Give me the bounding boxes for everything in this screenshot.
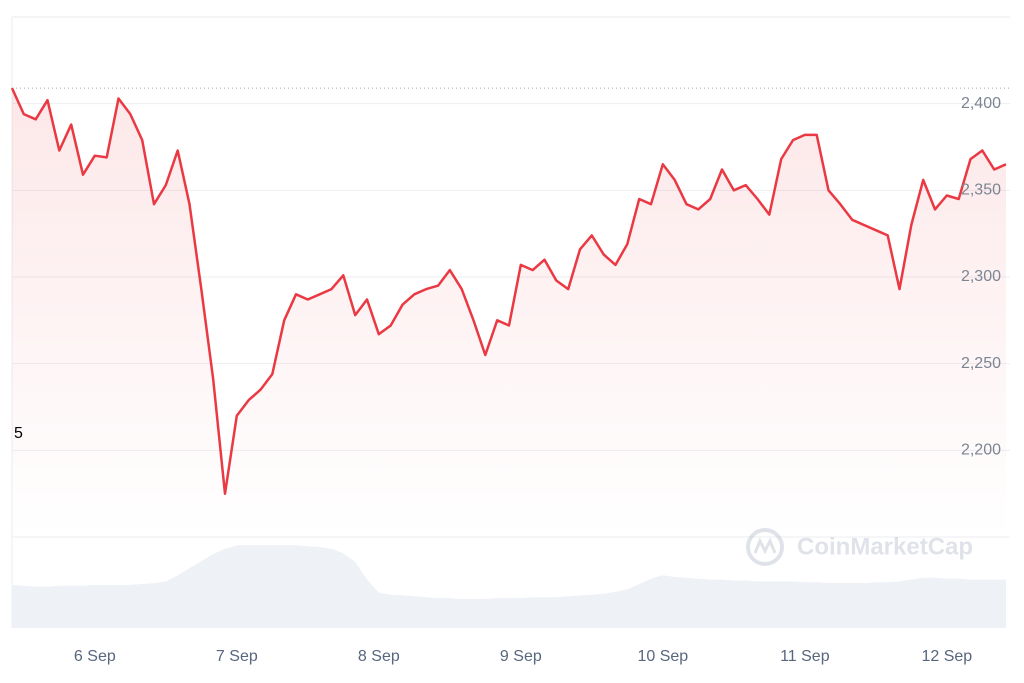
x-tick-label: 8 Sep xyxy=(358,648,400,665)
y-tick-label: 2,350 xyxy=(961,182,1001,199)
price-line xyxy=(10,87,1007,495)
y-tick-label: 2,250 xyxy=(961,355,1001,372)
x-tick-label: 7 Sep xyxy=(216,648,258,665)
x-tick-label: 10 Sep xyxy=(637,648,688,665)
watermark: CoinMarketCap xyxy=(746,528,973,566)
x-tick-label: 9 Sep xyxy=(500,648,542,665)
volume-area xyxy=(12,545,1006,628)
stray-label: 5 xyxy=(14,425,23,442)
y-tick-label: 2,200 xyxy=(961,442,1001,459)
x-tick-label: 11 Sep xyxy=(780,648,830,665)
y-tick-label: 2,400 xyxy=(961,95,1001,112)
watermark-text: CoinMarketCap xyxy=(797,533,973,560)
price-area xyxy=(12,88,1006,537)
y-tick-label: 2,300 xyxy=(961,268,1001,285)
x-tick-label: 6 Sep xyxy=(74,648,116,665)
x-tick-label: 12 Sep xyxy=(921,648,972,665)
